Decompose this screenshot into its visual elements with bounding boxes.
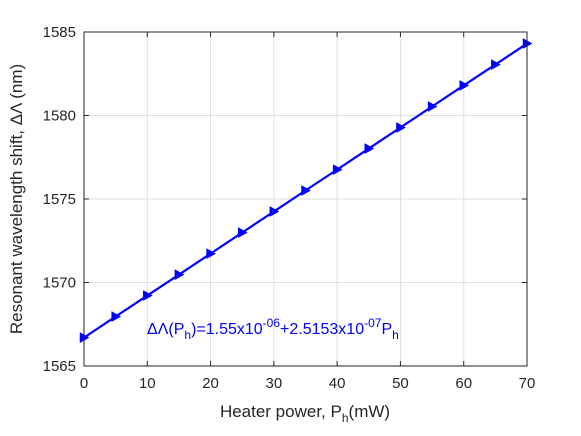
axis-ticks: 0 10 20 30 40 50 60 70 1565 1570 1575 1580 1585 [43,24,536,392]
x-tick-label: 70 [519,375,536,392]
x-tick-label: 10 [139,375,156,392]
x-tick-label: 20 [202,375,219,392]
x-tick-label: 40 [329,375,346,392]
x-tick-label: 0 [80,375,88,392]
x-tick-label: 30 [266,375,283,392]
y-tick-label: 1570 [43,275,76,292]
y-tick-label: 1585 [43,24,76,41]
y-axis-label: Resonant wavelength shift, ΔΛ (nm) [7,64,26,334]
data-point-marker [427,101,438,112]
data-point-marker [111,311,122,322]
data-point-marker [332,164,343,176]
data-point-marker [237,227,248,238]
x-tick-label: 50 [392,375,409,392]
y-tick-label: 1580 [43,108,76,125]
data-point-marker [269,206,280,217]
data-point-marker [143,290,153,301]
data-point-marker [206,248,217,260]
data-point-marker [301,185,312,196]
data-point-marker [364,143,375,154]
y-tick-label: 1565 [43,358,76,375]
fit-equation-annotation: ΔΛ(Ph)=1.55x10-06+2.5153x10-07Ph [147,316,399,342]
data-point-marker [174,269,185,281]
x-tick-label: 60 [455,375,472,392]
data-point-marker [459,80,470,91]
data-point-marker [491,59,501,70]
x-axis-label: Heater power, Ph(mW) [220,402,390,425]
y-tick-label: 1575 [43,191,76,208]
data-point-marker [396,122,406,133]
data-series [79,38,533,344]
